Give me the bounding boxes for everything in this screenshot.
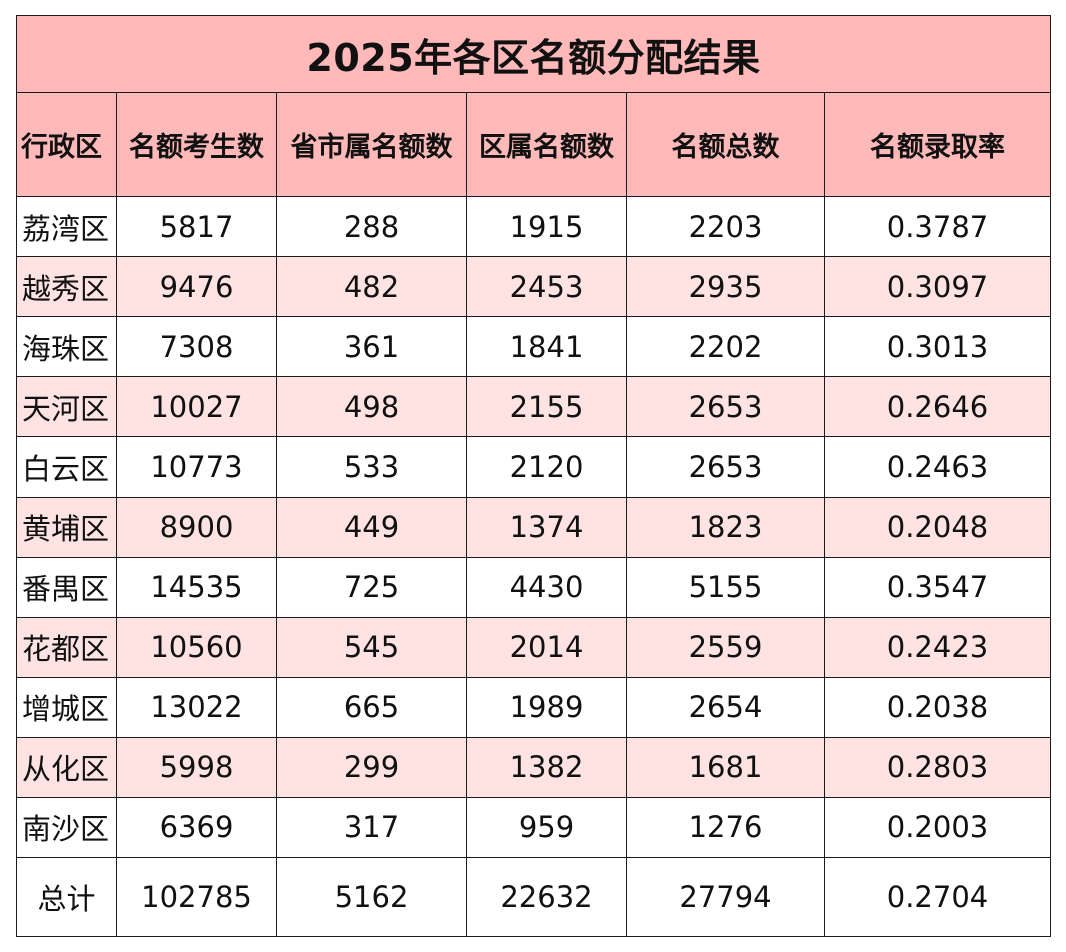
total-quota-cell: 1823 [626, 496, 825, 558]
total-quota-cell: 2653 [626, 376, 825, 438]
district-quota-cell: 2453 [466, 256, 627, 318]
total-admission-rate-cell: 0.2704 [823, 856, 1052, 938]
table-row: 白云区 10773 533 2120 2653 0.2463 [16, 436, 1052, 498]
admission-rate-cell: 0.3013 [823, 316, 1052, 378]
total-quota-cell: 2202 [626, 316, 825, 378]
provincial-quota-cell: 449 [276, 496, 467, 558]
admission-rate-cell: 0.3787 [823, 196, 1052, 258]
district-quota-cell: 1374 [466, 496, 627, 558]
header-provincial-quota: 省市属名额数 [276, 92, 467, 198]
provincial-quota-cell: 725 [276, 556, 467, 618]
district-cell: 增城区 [16, 676, 117, 738]
candidates-cell: 5998 [116, 736, 277, 798]
district-quota-cell: 1382 [466, 736, 627, 798]
district-cell: 天河区 [16, 376, 117, 438]
district-cell: 白云区 [16, 436, 117, 498]
table-row: 越秀区 9476 482 2453 2935 0.3097 [16, 256, 1052, 318]
district-cell: 黄埔区 [16, 496, 117, 558]
admission-rate-cell: 0.2003 [823, 796, 1052, 858]
total-quota-cell: 1276 [626, 796, 825, 858]
district-cell: 番禺区 [16, 556, 117, 618]
district-quota-cell: 2155 [466, 376, 627, 438]
total-quota-cell: 2559 [626, 616, 825, 678]
district-cell: 南沙区 [16, 796, 117, 858]
admission-rate-cell: 0.2646 [823, 376, 1052, 438]
header-admission-rate: 名额录取率 [823, 92, 1052, 198]
district-cell: 海珠区 [16, 316, 117, 378]
total-quota-cell: 2654 [626, 676, 825, 738]
admission-rate-cell: 0.2803 [823, 736, 1052, 798]
admission-rate-cell: 0.2423 [823, 616, 1052, 678]
admission-rate-cell: 0.2048 [823, 496, 1052, 558]
district-quota-cell: 2120 [466, 436, 627, 498]
provincial-quota-cell: 317 [276, 796, 467, 858]
candidates-cell: 13022 [116, 676, 277, 738]
table-row: 天河区 10027 498 2155 2653 0.2646 [16, 376, 1052, 438]
title-row: 2025年各区名额分配结果 [15, 14, 1052, 94]
total-row: 总计 102785 5162 22632 27794 0.2704 [16, 856, 1052, 938]
district-quota-cell: 1989 [466, 676, 627, 738]
provincial-quota-cell: 361 [276, 316, 467, 378]
header-district-quota: 区属名额数 [466, 92, 627, 198]
district-cell: 越秀区 [16, 256, 117, 318]
candidates-cell: 6369 [116, 796, 277, 858]
provincial-quota-cell: 299 [276, 736, 467, 798]
district-quota-cell: 1841 [466, 316, 627, 378]
header-total-quota: 名额总数 [626, 92, 825, 198]
district-cell: 从化区 [16, 736, 117, 798]
header-candidates: 名额考生数 [116, 92, 277, 198]
table-row: 荔湾区 5817 288 1915 2203 0.3787 [16, 196, 1052, 258]
candidates-cell: 10560 [116, 616, 277, 678]
total-district-quota-cell: 22632 [466, 856, 627, 938]
candidates-cell: 8900 [116, 496, 277, 558]
candidates-cell: 9476 [116, 256, 277, 318]
provincial-quota-cell: 545 [276, 616, 467, 678]
total-quota-sum-cell: 27794 [626, 856, 825, 938]
candidates-cell: 7308 [116, 316, 277, 378]
table-row: 增城区 13022 665 1989 2654 0.2038 [16, 676, 1052, 738]
district-cell: 花都区 [16, 616, 117, 678]
district-quota-cell: 1915 [466, 196, 627, 258]
admission-rate-cell: 0.2038 [823, 676, 1052, 738]
header-district: 行政区 [16, 92, 117, 198]
table-row: 黄埔区 8900 449 1374 1823 0.2048 [16, 496, 1052, 558]
total-quota-cell: 5155 [626, 556, 825, 618]
header-row: 行政区 名额考生数 省市属名额数 区属名额数 名额总数 名额录取率 [16, 92, 1052, 198]
candidates-cell: 5817 [116, 196, 277, 258]
total-quota-cell: 2935 [626, 256, 825, 318]
district-cell: 荔湾区 [16, 196, 117, 258]
table-row: 南沙区 6369 317 959 1276 0.2003 [16, 796, 1052, 858]
total-quota-cell: 2203 [626, 196, 825, 258]
table-title: 2025年各区名额分配结果 [15, 14, 1052, 94]
admission-rate-cell: 0.2463 [823, 436, 1052, 498]
total-label-cell: 总计 [16, 856, 117, 938]
table-row: 花都区 10560 545 2014 2559 0.2423 [16, 616, 1052, 678]
provincial-quota-cell: 482 [276, 256, 467, 318]
candidates-cell: 14535 [116, 556, 277, 618]
provincial-quota-cell: 498 [276, 376, 467, 438]
table-row: 番禺区 14535 725 4430 5155 0.3547 [16, 556, 1052, 618]
provincial-quota-cell: 288 [276, 196, 467, 258]
quota-allocation-table: 2025年各区名额分配结果 行政区 名额考生数 省市属名额数 区属名额数 名额总… [15, 14, 1052, 938]
provincial-quota-cell: 533 [276, 436, 467, 498]
admission-rate-cell: 0.3097 [823, 256, 1052, 318]
total-quota-cell: 1681 [626, 736, 825, 798]
district-quota-cell: 2014 [466, 616, 627, 678]
district-quota-cell: 4430 [466, 556, 627, 618]
admission-rate-cell: 0.3547 [823, 556, 1052, 618]
candidates-cell: 10773 [116, 436, 277, 498]
provincial-quota-cell: 665 [276, 676, 467, 738]
district-quota-cell: 959 [466, 796, 627, 858]
total-provincial-quota-cell: 5162 [276, 856, 467, 938]
table-row: 从化区 5998 299 1382 1681 0.2803 [16, 736, 1052, 798]
candidates-cell: 10027 [116, 376, 277, 438]
total-quota-cell: 2653 [626, 436, 825, 498]
total-candidates-cell: 102785 [116, 856, 277, 938]
table-row: 海珠区 7308 361 1841 2202 0.3013 [16, 316, 1052, 378]
